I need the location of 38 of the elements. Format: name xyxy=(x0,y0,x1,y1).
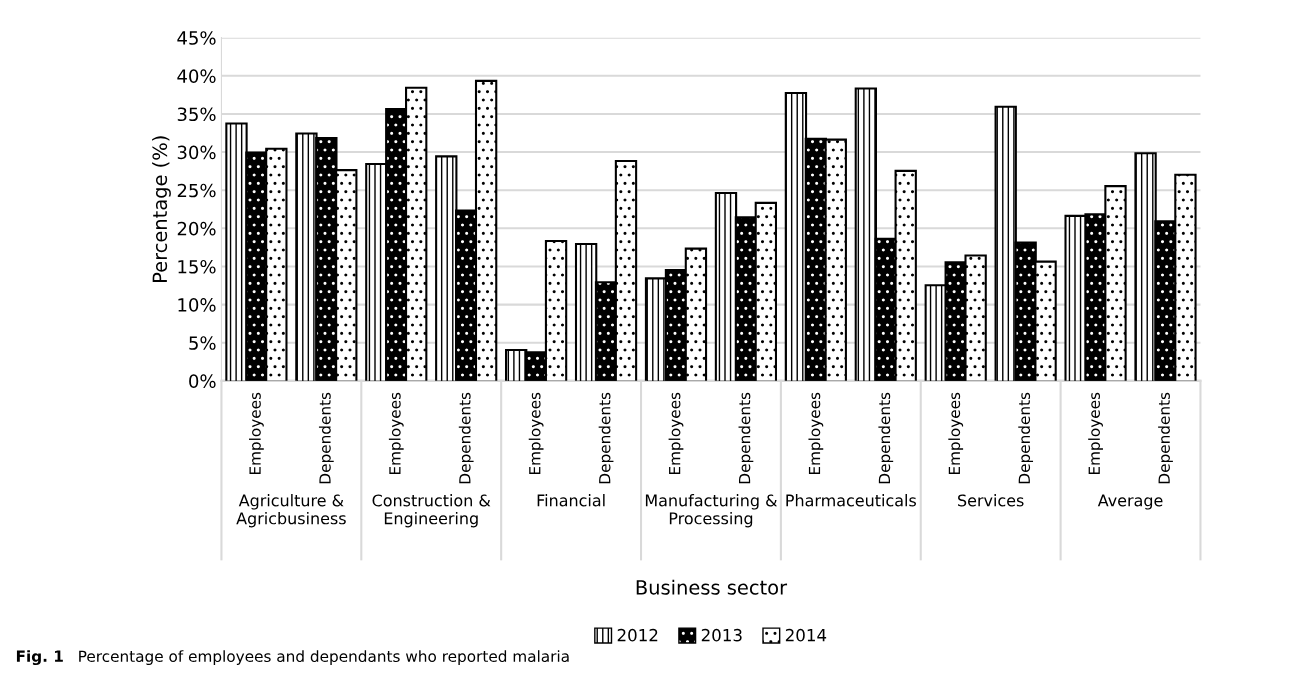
legend-label: 2012 xyxy=(617,628,658,642)
y-tick-label: 15% xyxy=(178,259,216,274)
text: Agriculture & Agricbusiness xyxy=(236,494,346,528)
y-tick-label: 35% xyxy=(177,107,216,122)
x-axis-title: Business sector xyxy=(636,579,788,595)
y-axis-title: Percentage (%) xyxy=(152,136,171,282)
x-tick-label: Employees xyxy=(1088,392,1103,475)
text: Construction & Engineering xyxy=(372,494,491,528)
x-tick-label: Dependents xyxy=(1158,392,1173,484)
y-tick-label: 10% xyxy=(178,298,216,312)
x-tick-label: Employees xyxy=(388,392,404,475)
y-tick-label: 45% xyxy=(177,31,216,45)
y-tick-label: 20% xyxy=(177,221,216,236)
text: Average xyxy=(1097,494,1163,510)
x-tick-label: Dependents xyxy=(318,392,334,484)
text: Financial xyxy=(537,494,605,507)
legend-label: 2013 xyxy=(701,628,742,642)
x-tick-label: Dependents xyxy=(878,392,894,484)
x-tick-label: Employees xyxy=(668,392,684,475)
y-tick-label: 0% xyxy=(189,374,216,388)
x-tick-label: Employees xyxy=(249,392,264,475)
y-tick-label: 40% xyxy=(177,69,216,83)
text: Pharmaceuticals xyxy=(786,494,916,507)
x-tick-label: Dependents xyxy=(458,392,474,484)
y-tick-label: 25% xyxy=(177,183,216,198)
x-tick-label: Dependents xyxy=(598,392,614,484)
x-tick-label: Employees xyxy=(948,392,964,475)
y-tick-label: 5% xyxy=(189,336,216,350)
x-tick-label: Dependents xyxy=(1018,392,1034,484)
text: Percentage of employees and dependants who reported malaria xyxy=(79,650,569,665)
legend-label: 2014 xyxy=(785,628,827,642)
x-tick-label: Employees xyxy=(808,392,824,475)
text: Manufacturing & Processing xyxy=(645,494,778,528)
x-tick-label: Employees xyxy=(528,392,544,475)
x-tick-label: Dependents xyxy=(738,392,754,484)
text: Services xyxy=(958,494,1024,507)
caption: Fig. 1 xyxy=(16,650,63,666)
y-tick-label: 30% xyxy=(177,145,216,160)
